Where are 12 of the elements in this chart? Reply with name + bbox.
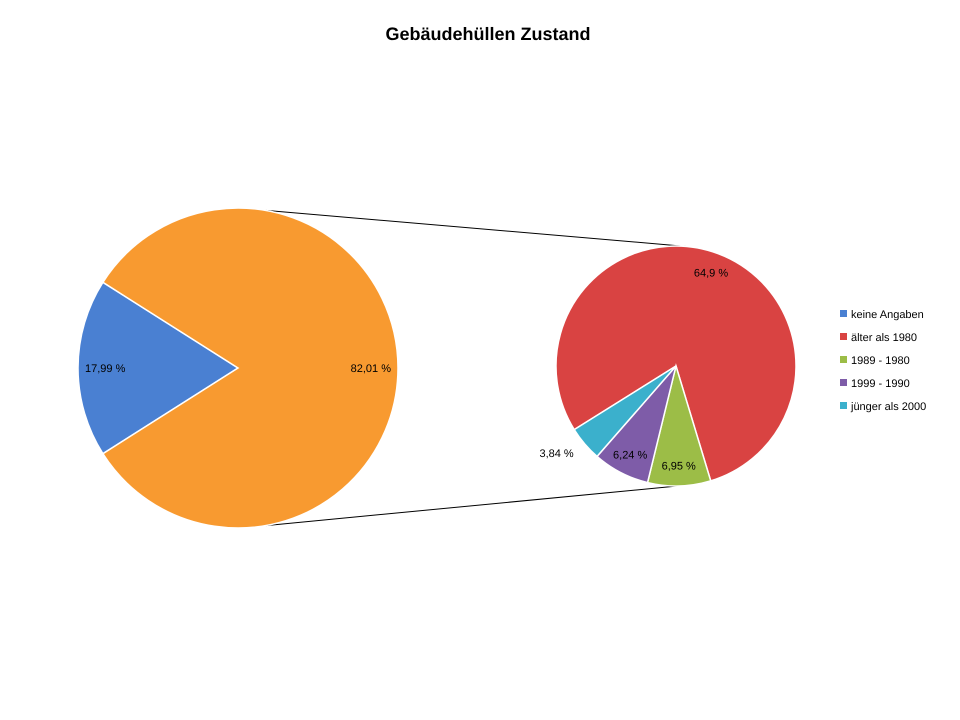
data-label: 3,84 % <box>539 448 574 460</box>
data-label: 82,01 % <box>350 362 392 375</box>
data-label: 6,95 % <box>662 460 696 472</box>
data-label: 64,9 % <box>694 268 728 280</box>
chart-title: Gebäudehüllen Zustand <box>385 24 591 44</box>
legend-label: keine Angaben <box>851 308 924 321</box>
data-label: 6,24 % <box>613 449 648 462</box>
legend-label: älter als 1980 <box>851 332 918 344</box>
legend-label: jünger als 2000 <box>850 400 926 413</box>
data-label: 17,99 % <box>85 362 126 375</box>
legend-label: 1999 - 1990 <box>851 378 910 390</box>
legend-label: 1989 - 1980 <box>851 354 910 367</box>
